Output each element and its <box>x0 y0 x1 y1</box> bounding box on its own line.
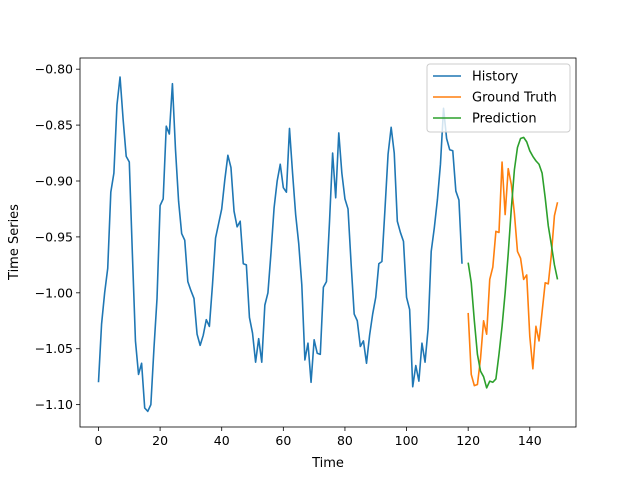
y-axis-label: Time Series <box>7 204 22 281</box>
series-lines <box>97 76 559 413</box>
legend-box <box>426 63 571 133</box>
legend-label-ground-truth: Ground Truth <box>472 91 557 106</box>
x-tick-label: 60 <box>275 433 291 448</box>
x-tick-label: 120 <box>456 433 480 448</box>
y-axis-ticks: −1.10 −1.05 −1.00 −0.95 −0.90 −0.85 −0.80 <box>35 62 80 412</box>
x-tick-label: 80 <box>337 433 353 448</box>
series-line-prediction <box>467 136 559 389</box>
x-tick-label: 140 <box>518 433 542 448</box>
x-tick-label: 100 <box>395 433 419 448</box>
x-axis-ticks: 0 20 40 60 80 100 120 140 <box>95 427 542 448</box>
x-tick-label: 40 <box>214 433 230 448</box>
y-tick-label: −0.80 <box>35 62 73 77</box>
y-tick-label: −0.95 <box>35 229 73 244</box>
y-tick-label: −0.90 <box>35 174 73 189</box>
x-tick-label: 20 <box>152 433 168 448</box>
y-tick-label: −1.05 <box>35 341 73 356</box>
series-line-history <box>97 76 463 413</box>
y-tick-label: −1.10 <box>35 397 73 412</box>
legend: History Ground Truth Prediction <box>426 63 571 133</box>
plot-frame <box>79 57 577 428</box>
y-tick-label: −1.00 <box>35 285 73 300</box>
legend-label-prediction: Prediction <box>472 112 537 127</box>
y-tick-label: −0.85 <box>35 118 73 133</box>
legend-label-history: History <box>472 70 519 85</box>
x-tick-label: 0 <box>95 433 103 448</box>
x-axis-label: Time <box>311 456 344 471</box>
